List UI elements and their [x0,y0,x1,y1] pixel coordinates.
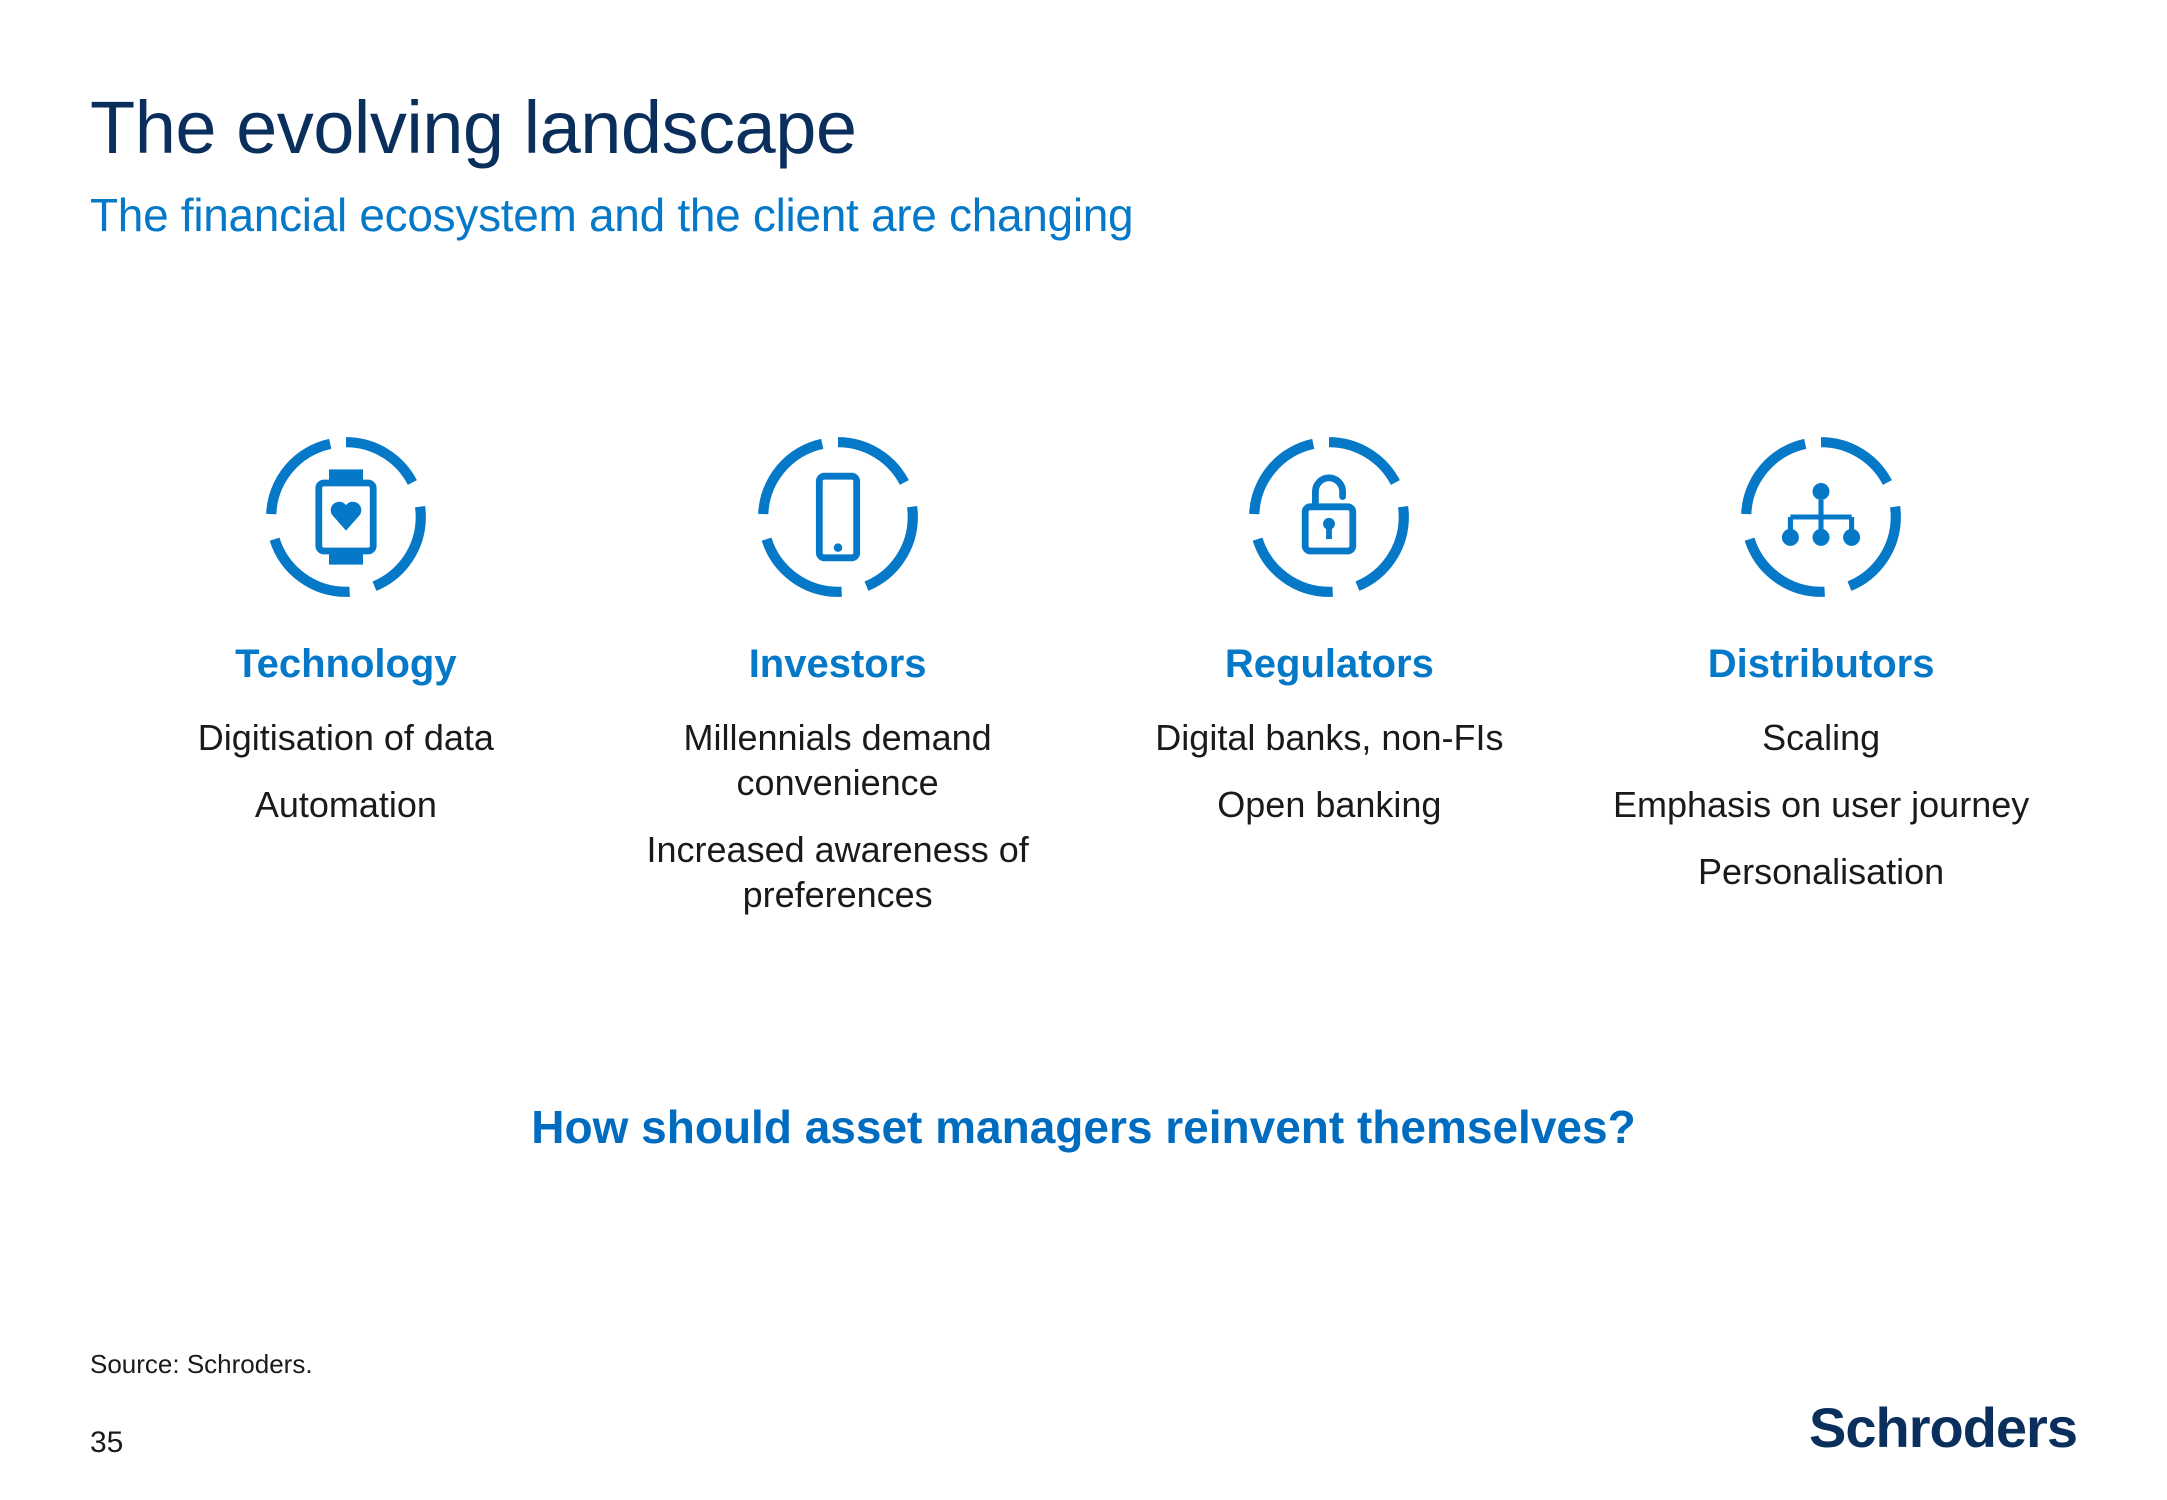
source-text: Source: Schroders. [90,1349,313,1380]
schroders-logo: Schroders [1809,1395,2077,1460]
column-title: Distributors [1708,642,1935,687]
column-item: Scaling [1762,715,1880,760]
column-title: Investors [749,642,927,687]
column-item: Increased awareness of preferences [628,827,1048,917]
column-technology: Technology Digitisation of data Automati… [100,432,592,939]
page-number: 35 [90,1426,123,1460]
column-item: Digital banks, non-FIs [1155,715,1503,760]
slide-title: The evolving landscape [90,85,2077,170]
column-item: Open banking [1217,782,1441,827]
column-item: Millennials demand convenience [628,715,1048,805]
column-title: Technology [235,642,456,687]
slide: The evolving landscape The financial eco… [0,0,2167,1500]
hierarchy-icon [1736,432,1906,602]
slide-subtitle: The financial ecosystem and the client a… [90,188,2077,242]
columns-container: Technology Digitisation of data Automati… [90,432,2077,939]
column-distributors: Distributors Scaling Emphasis on user jo… [1575,432,2067,939]
column-item: Personalisation [1698,849,1944,894]
padlock-open-icon [1244,432,1414,602]
column-title: Regulators [1225,642,1434,687]
smartwatch-heart-icon [261,432,431,602]
column-regulators: Regulators Digital banks, non-FIs Open b… [1084,432,1576,939]
column-item: Digitisation of data [198,715,494,760]
smartphone-icon [753,432,923,602]
column-investors: Investors Millennials demand convenience… [592,432,1084,939]
column-item: Emphasis on user journey [1613,782,2029,827]
column-item: Automation [255,782,437,827]
closing-question: How should asset managers reinvent thems… [0,1100,2167,1154]
